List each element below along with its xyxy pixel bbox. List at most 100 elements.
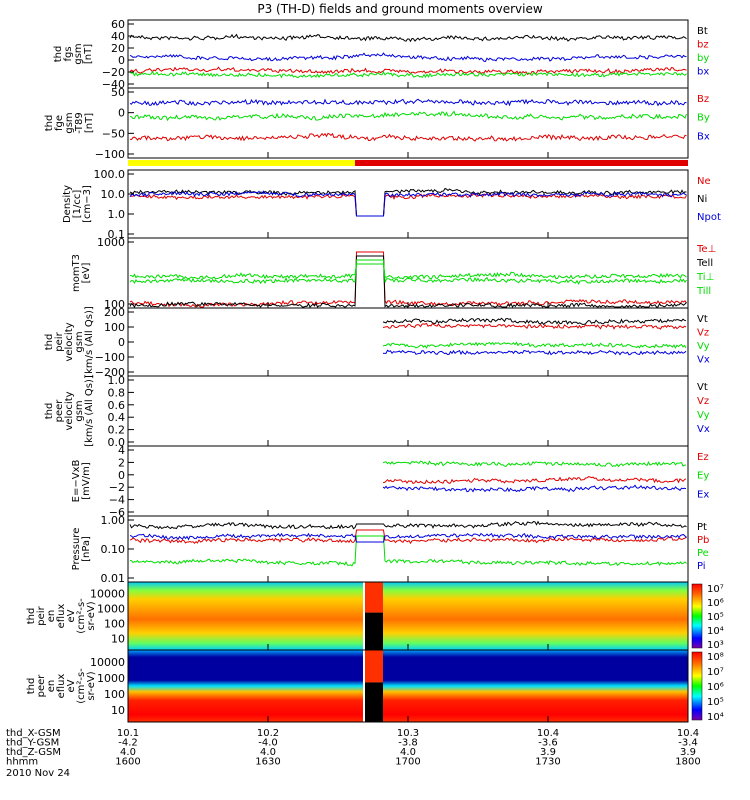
colorbar xyxy=(691,651,703,721)
time-row-label: thd_Y-GSM xyxy=(6,738,59,749)
time-row-value: 4.0 xyxy=(120,747,136,758)
spectrogram-gap xyxy=(365,612,383,650)
colorbar-label: 10³ xyxy=(707,640,724,651)
time-row-value: 1630 xyxy=(255,757,280,768)
series-Ni xyxy=(129,187,687,217)
y-tick-label: −50 xyxy=(102,127,125,140)
y-axis-label-line: [km/s (All Qs)] xyxy=(84,375,95,447)
series-Vy xyxy=(382,341,687,349)
legend-Vy: Vy xyxy=(697,410,710,421)
y-tick-label: 0.2 xyxy=(108,424,126,437)
y-axis-label-line: (cm²-s- xyxy=(76,598,87,634)
legend-Ti⊥: Ti⊥ xyxy=(696,272,714,283)
spectrogram-left xyxy=(128,650,363,722)
legend-Bx: Bx xyxy=(697,131,710,142)
panel-peir_spec: 10000 1000 100 10 thdpeirenefluxeV(cm²-s-sr-… xyxy=(26,581,724,651)
y-tick-label: 100 xyxy=(104,688,125,701)
y-axis-label-line: eflux xyxy=(56,604,67,629)
y-axis-label-line: peir xyxy=(54,331,65,351)
series-Bz xyxy=(129,132,687,142)
y-tick-label: 10 xyxy=(111,633,125,646)
time-row-label: thd_Z-GSM xyxy=(6,747,61,758)
time-row-label: thd_X-GSM xyxy=(6,728,61,739)
y-axis-label: momT3[eV] xyxy=(71,254,92,292)
y-axis-label-line: thd xyxy=(26,678,37,695)
colorbar-label: 10⁵ xyxy=(707,612,724,623)
y-axis-label-line: peer xyxy=(54,399,65,423)
colorbar-label: 10⁶ xyxy=(707,682,724,693)
legend-Ey: Ey xyxy=(697,471,709,482)
time-row-value: 10.4 xyxy=(537,728,559,739)
legend-Vt: Vt xyxy=(697,314,708,325)
y-axis-label-line: [cm−3] xyxy=(82,185,93,223)
series-Ez xyxy=(382,476,687,485)
time-row-value: 4.0 xyxy=(260,747,276,758)
series-Ti⊥ xyxy=(129,259,687,286)
panel-frame xyxy=(127,237,689,309)
panel-frame xyxy=(127,19,689,89)
panel-pressure: 1.00 0.10 0.01 Pressure[nPa] Pt Pb Pe Pi xyxy=(71,514,709,585)
panel-fge: 50 0 −50 −100 thdfgegsm-T89[nT] Bz By Bx xyxy=(44,86,710,161)
y-tick-label: 4 xyxy=(118,444,125,457)
colorbar-label: 10⁴ xyxy=(707,712,724,723)
legend-Vt: Vt xyxy=(697,382,708,393)
y-axis-label-line: peer xyxy=(36,674,47,698)
y-axis-label-line: gsm xyxy=(73,43,84,64)
y-tick-label: 1.0 xyxy=(108,374,126,387)
y-axis-label-line: [nT] xyxy=(83,44,94,64)
y-tick-label: 1.00 xyxy=(101,514,126,527)
colorbar-label: 10⁸ xyxy=(707,652,724,663)
y-tick-label: 0.10 xyxy=(101,543,126,556)
y-tick-label: 0 xyxy=(118,107,125,120)
legend-Vy: Vy xyxy=(697,341,710,352)
legend-Vx: Vx xyxy=(697,355,710,366)
y-tick-label: −100 xyxy=(95,351,125,364)
legend-by: by xyxy=(697,53,709,64)
series-Bt xyxy=(129,33,687,43)
time-row-value: 10.1 xyxy=(117,728,139,739)
time-row-value: -4.0 xyxy=(258,738,278,749)
legend-Bz: Bz xyxy=(697,94,709,105)
y-axis-label-line: gsm xyxy=(64,112,75,133)
colorbar-label: 10⁷ xyxy=(707,667,724,678)
y-tick-label: −200 xyxy=(95,366,125,379)
y-tick-label: 200 xyxy=(104,306,125,319)
series-Till xyxy=(130,263,687,280)
y-tick-label: 50 xyxy=(111,86,125,99)
y-axis-label-line: sr-eV) xyxy=(86,671,97,700)
y-tick-label: 0 xyxy=(118,336,125,349)
y-tick-label: −20 xyxy=(102,66,125,79)
time-row-value: -4.2 xyxy=(118,738,138,749)
series-Ne xyxy=(129,192,687,217)
y-axis-label-line: [mV/m] xyxy=(81,462,92,500)
series-Pe xyxy=(129,535,687,567)
panel-efield: 420−2−4−6 E=−VxB[mV/m] Ez Ey Ex xyxy=(71,444,709,519)
y-axis-label-line: Pressure xyxy=(71,528,82,571)
panel-frame xyxy=(127,307,689,377)
legend-Pt: Pt xyxy=(697,522,707,533)
spectrogram-right xyxy=(383,650,688,722)
legend-Bt: Bt xyxy=(697,26,708,37)
legend-Ex: Ex xyxy=(697,489,709,500)
y-axis-label-line: en xyxy=(46,680,57,693)
time-row-value: 1700 xyxy=(395,757,420,768)
y-axis-label-line: sr-eV) xyxy=(86,601,97,630)
series-Ex xyxy=(382,484,687,493)
y-axis-label-line: thd xyxy=(53,46,64,63)
legend-Ne: Ne xyxy=(697,176,711,187)
spectrogram-gap xyxy=(365,682,383,722)
y-tick-label: 0.1 xyxy=(108,228,126,241)
y-tick-label: 0.0 xyxy=(108,436,126,449)
legend-Pi: Pi xyxy=(697,561,706,572)
y-tick-label: 2 xyxy=(118,456,125,469)
series-Bx xyxy=(129,98,687,107)
y-axis-label: thdpeerenefluxeV(cm²-s-sr-eV) xyxy=(26,668,97,704)
panel-peer_vel: 1.00.80.60.40.20.0 thdpeervelocitygsm[km/… xyxy=(44,374,710,449)
series-By xyxy=(129,110,687,122)
y-tick-label: 40 xyxy=(111,30,125,43)
time-row-value: 3.9 xyxy=(680,747,696,758)
spectrogram-right xyxy=(383,582,688,650)
series-Vt xyxy=(382,317,687,326)
y-axis-label-line: fgs xyxy=(63,46,74,61)
